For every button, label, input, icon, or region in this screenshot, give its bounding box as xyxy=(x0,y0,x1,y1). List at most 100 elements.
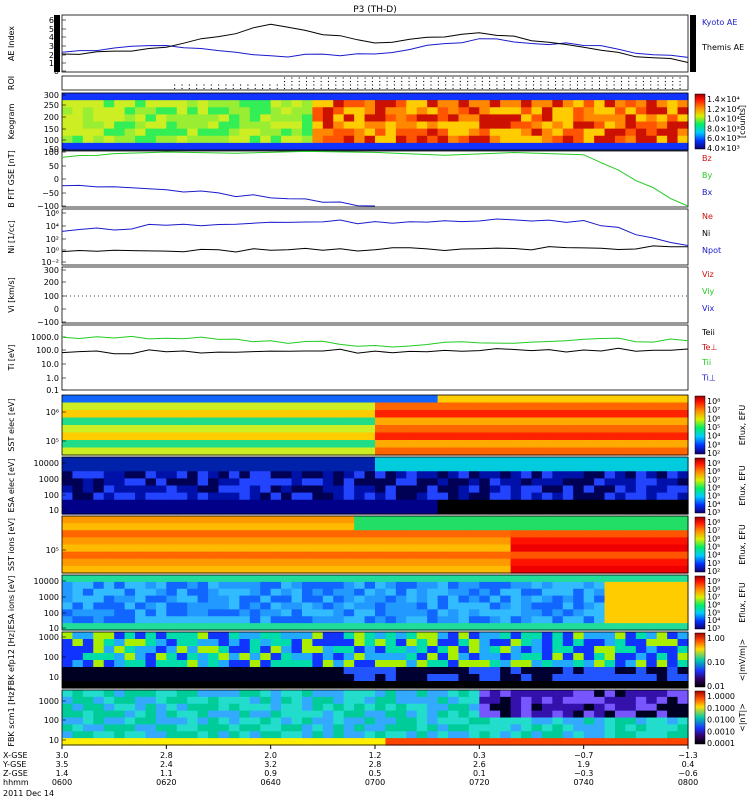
spectrogram-cell xyxy=(208,114,220,123)
spectrogram-cell xyxy=(458,114,470,123)
spectrogram-cell xyxy=(541,516,553,524)
spectrogram-cell xyxy=(468,471,480,479)
spectrogram-cell xyxy=(521,660,533,668)
spectrogram-cell xyxy=(562,114,574,123)
spectrogram-cell xyxy=(541,565,553,574)
spectrogram-cell xyxy=(573,544,585,553)
spectrogram-cell xyxy=(166,690,178,698)
tick-label: −50 xyxy=(42,189,59,198)
spectrogram-cell xyxy=(72,516,84,524)
spectrogram-cell xyxy=(208,660,220,668)
spectrogram-cell xyxy=(604,660,616,668)
spectrogram-cell xyxy=(208,492,220,501)
spectrogram-cell xyxy=(406,107,418,115)
spectrogram-cell xyxy=(291,440,303,449)
spectrogram-cell xyxy=(72,653,84,661)
spectrogram-cell xyxy=(103,440,115,449)
spectrogram-cell xyxy=(176,674,188,682)
spectrogram-cell xyxy=(93,690,105,698)
spectrogram-cell xyxy=(322,558,334,567)
spectrogram-cell xyxy=(82,516,94,524)
spectrogram-cell xyxy=(364,588,376,597)
spectrogram-cell xyxy=(145,595,157,604)
colorbar xyxy=(694,690,706,745)
spectrogram-cell xyxy=(583,107,595,115)
spectrogram-cell xyxy=(270,681,282,689)
spectrogram-cell xyxy=(594,696,606,705)
spectrogram-cell xyxy=(301,602,313,610)
spectrogram-cell xyxy=(187,717,199,725)
spectrogram-cell xyxy=(500,674,512,682)
colorbar-tick: 10⁸ xyxy=(707,397,720,406)
roi-dot xyxy=(254,84,256,86)
roi-dot xyxy=(291,80,293,83)
spectrogram-cell xyxy=(489,440,501,449)
spectrogram-cell xyxy=(646,623,658,631)
spectrogram-cell xyxy=(489,703,501,712)
spectrogram-cell xyxy=(427,464,439,472)
spectrogram-cell xyxy=(625,492,637,501)
spectrogram-cell xyxy=(656,558,668,567)
legend-entry: Bz xyxy=(702,154,712,163)
spectrogram-cell xyxy=(260,738,272,746)
spectrogram-cell xyxy=(176,499,188,508)
roi-dot xyxy=(584,87,586,90)
roi-dot xyxy=(496,87,498,90)
spectrogram-cell xyxy=(468,623,480,631)
spectrogram-cell xyxy=(239,417,251,426)
spectrogram-cell xyxy=(531,93,543,101)
spectrogram-cell xyxy=(249,681,261,689)
spectrogram-cell xyxy=(322,575,334,583)
spectrogram-cell xyxy=(343,667,355,675)
legend-entry: Teii xyxy=(701,328,715,337)
spectrogram-cell xyxy=(228,114,240,123)
spectrogram-cell xyxy=(573,710,585,719)
spectrogram-cell xyxy=(322,565,334,574)
spectrogram-cell xyxy=(562,471,574,479)
spectrogram-cell xyxy=(656,417,668,426)
spectrogram-cell xyxy=(301,114,313,123)
spectrogram-cell xyxy=(573,523,585,531)
spectrogram-cell xyxy=(155,537,167,546)
spectrogram-cell xyxy=(176,107,188,115)
spectrogram-cell xyxy=(218,432,230,441)
spectrogram-cell xyxy=(187,478,199,487)
panel-background xyxy=(62,209,688,265)
spectrogram-cell xyxy=(406,551,418,560)
spectrogram-cell xyxy=(583,681,595,689)
spectrogram-cell xyxy=(312,639,324,647)
spectrogram-cell xyxy=(354,523,366,531)
spectrogram-cell xyxy=(187,492,199,501)
spectrogram-cell xyxy=(562,107,574,115)
spectrogram-cell xyxy=(249,616,261,624)
spectrogram-cell xyxy=(301,646,313,654)
spectrogram-cell xyxy=(521,410,533,419)
spectrogram-cell xyxy=(677,738,689,746)
spectrogram-cell xyxy=(635,738,647,746)
spectrogram-cell xyxy=(354,690,366,698)
spectrogram-cell xyxy=(395,471,407,479)
spectrogram-cell xyxy=(395,696,407,705)
spectrogram-cell xyxy=(437,440,449,449)
spectrogram-cell xyxy=(218,724,230,732)
spectrogram-cell xyxy=(270,558,282,567)
roi-dot xyxy=(532,77,535,79)
spectrogram-cell xyxy=(270,595,282,604)
spectrogram-cell xyxy=(395,575,407,583)
spectrogram-cell xyxy=(531,432,543,441)
spectrogram-cell xyxy=(228,492,240,501)
spectrogram-cell xyxy=(72,492,84,501)
spectrogram-cell xyxy=(239,93,251,101)
spectrogram-cell xyxy=(656,471,668,479)
spectrogram-cell xyxy=(176,690,188,698)
spectrogram-cell xyxy=(395,114,407,123)
spectrogram-cell xyxy=(500,506,512,515)
spectrogram-cell xyxy=(573,717,585,725)
spectrogram-cell xyxy=(82,142,94,151)
spectrogram-cell xyxy=(218,681,230,689)
spectrogram-cell xyxy=(145,464,157,472)
roi-dot xyxy=(503,84,505,86)
spectrogram-cell xyxy=(312,660,324,668)
spectrogram-cell xyxy=(458,523,470,531)
spectrogram-cell xyxy=(93,703,105,712)
